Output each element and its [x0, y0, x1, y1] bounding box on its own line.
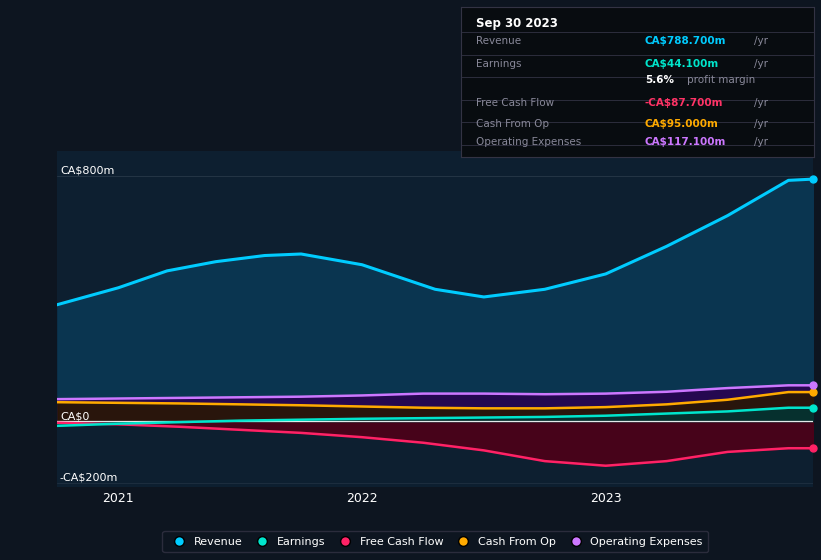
Text: /yr: /yr — [754, 59, 768, 69]
Text: Revenue: Revenue — [475, 36, 521, 46]
Text: /yr: /yr — [754, 36, 768, 46]
Text: 5.6%: 5.6% — [645, 75, 674, 85]
Text: CA$0: CA$0 — [60, 411, 89, 421]
Legend: Revenue, Earnings, Free Cash Flow, Cash From Op, Operating Expenses: Revenue, Earnings, Free Cash Flow, Cash … — [163, 531, 708, 552]
Text: CA$788.700m: CA$788.700m — [645, 36, 727, 46]
Text: CA$44.100m: CA$44.100m — [645, 59, 719, 69]
Text: Operating Expenses: Operating Expenses — [475, 137, 580, 147]
Text: Cash From Op: Cash From Op — [475, 119, 548, 129]
Text: Sep 30 2023: Sep 30 2023 — [475, 17, 557, 30]
Text: -CA$200m: -CA$200m — [60, 473, 118, 483]
Text: /yr: /yr — [754, 119, 768, 129]
Text: /yr: /yr — [754, 137, 768, 147]
Text: CA$95.000m: CA$95.000m — [645, 119, 719, 129]
Text: profit margin: profit margin — [687, 75, 755, 85]
Text: Free Cash Flow: Free Cash Flow — [475, 98, 553, 108]
Text: -CA$87.700m: -CA$87.700m — [645, 98, 723, 108]
Text: CA$800m: CA$800m — [60, 166, 114, 176]
Text: Earnings: Earnings — [475, 59, 521, 69]
Text: CA$117.100m: CA$117.100m — [645, 137, 727, 147]
Text: /yr: /yr — [754, 98, 768, 108]
